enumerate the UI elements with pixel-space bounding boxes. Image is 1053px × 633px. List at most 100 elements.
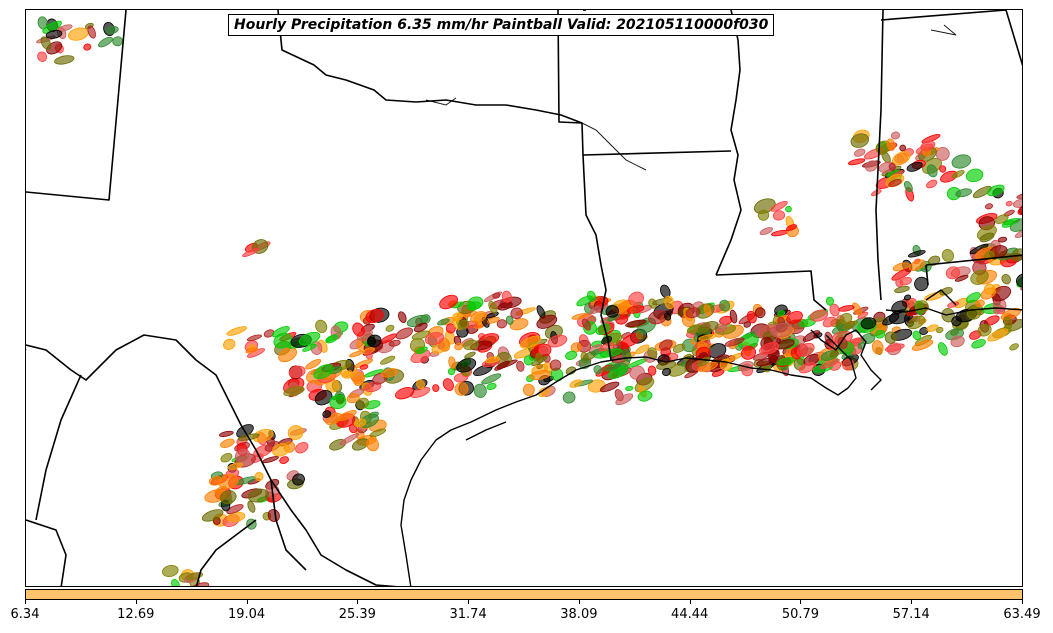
border-mexico-2 [35,374,82,521]
precip-blob [247,488,270,503]
precip-blob [1012,198,1022,209]
precip-blob [352,322,365,337]
precip-blob [850,133,869,148]
precip-blob [1015,272,1022,288]
border-arkansas-la [582,150,732,156]
border-al-fl [925,254,1022,266]
precip-blob [754,307,766,319]
precip-blob [664,295,675,310]
precip-blob [547,334,568,348]
precip-blob [349,350,363,358]
precip-blob [529,370,552,381]
precip-blob [37,51,48,62]
precip-blob [625,319,647,328]
precip-blob [994,214,1009,224]
precip-blob [911,339,934,351]
river-lake-texoma [425,97,457,106]
precip-blob [313,364,334,380]
precip-blob [729,309,738,324]
precip-blob [353,418,367,428]
precip-blob [463,339,479,351]
precip-blob [473,383,487,398]
precip-blob [439,294,459,310]
precip-blob [593,365,603,375]
precip-blob [201,509,224,522]
precip-blob [220,490,237,505]
precip-blob [951,154,972,169]
precip-blob [1022,230,1023,239]
colorbar-tick-label: 44.44 [671,607,709,622]
precip-blob [549,359,562,371]
precip-blob [454,382,469,396]
precip-blob [536,314,558,329]
precip-blob [473,364,493,377]
precip-blob [388,339,401,347]
precip-blob [485,356,500,364]
precip-blob [538,386,551,397]
precip-blob [581,318,591,331]
precip-blob [984,203,994,210]
precip-blob [112,36,124,47]
precip-blob [510,307,523,320]
precip-blob [437,318,450,326]
precip-blob [366,334,382,348]
border-ok-arkansas [557,10,584,156]
precip-blob [516,360,525,372]
precip-blob [664,312,672,321]
colorbar-tick-label: 38.09 [560,607,598,622]
precip-blob [322,410,332,418]
colorbar-tick [357,600,359,604]
precip-blob [786,224,797,232]
colorbar-tick-label: 12.69 [117,607,155,622]
precip-blob [926,324,939,332]
precip-blob [854,148,866,157]
precip-blob [1009,343,1019,351]
precip-blob [565,350,578,361]
precip-blob [605,305,619,318]
precip-blob [223,338,236,350]
precip-blob [87,25,96,39]
colorbar-tick [911,600,913,604]
precip-blob [770,200,788,212]
precip-blob [890,131,901,140]
precip-blob [987,184,1005,197]
rivers [425,24,957,171]
border-la-ms [715,270,827,311]
precip-blob [40,36,52,50]
state-borders [26,10,1022,586]
precip-blob [935,326,944,334]
precip-blob [346,393,360,404]
precip-blob [273,332,293,349]
precip-blob [315,319,328,334]
precip-blob [454,342,464,351]
precip-blob [903,294,912,301]
precip-blob [935,146,950,161]
precip-blob [991,285,1012,302]
precip-blob [359,364,369,370]
precip-blob [756,357,778,367]
precip-blob [647,365,657,376]
precip-blob [432,384,440,392]
precip-blob [697,321,719,334]
precip-blob [415,346,428,355]
colorbar-tick [468,600,470,604]
precip-blob [977,323,992,337]
precip-blob [647,347,658,359]
precip-blob [314,390,333,406]
precip-blob [497,301,513,311]
precip-blob [888,162,896,171]
precip-blob [635,330,644,340]
coast-bays [925,289,957,306]
colorbar-tick [25,600,26,604]
precip-blob [759,227,773,236]
border-mississippi-river [715,10,742,276]
precip-blob [975,299,985,308]
precip-blob [852,302,863,316]
border-ms-al [875,10,884,301]
precip-blob [219,430,234,437]
precip-blob [719,299,731,312]
precip-blob [759,342,780,355]
precip-blob [226,504,244,515]
precip-blob [906,161,923,172]
precip-blob [226,326,248,336]
